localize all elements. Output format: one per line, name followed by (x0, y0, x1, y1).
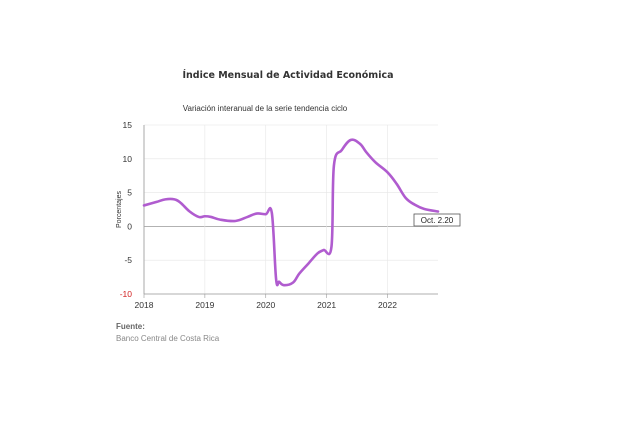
y-axis-label: Porcentajes (116, 191, 123, 228)
axis-layer (143, 125, 438, 298)
y-tick-label: 5 (127, 188, 132, 198)
tooltip: Oct. 2.20 (413, 213, 461, 227)
x-tick-label: 2021 (317, 300, 336, 310)
y-tick-label: -5 (124, 255, 132, 265)
source-text: Banco Central de Costa Rica (116, 334, 220, 343)
chart-subtitle: Variación interanual de la serie tendenc… (182, 104, 348, 113)
x-tick-label: 2022 (378, 300, 397, 310)
y-tick-label: 15 (123, 120, 133, 130)
chart-title: Índice Mensual de Actividad Económica (182, 70, 394, 81)
x-tick-label: 2018 (135, 300, 154, 310)
source-label: Fuente: (116, 322, 145, 331)
tooltip-label: Oct. 2.20 (421, 216, 454, 225)
series-line[interactable] (142, 138, 440, 287)
x-tick-label: 2020 (256, 300, 275, 310)
y-tick-label: -10 (120, 289, 133, 299)
x-tick-label: 2019 (195, 300, 214, 310)
series-layer (142, 138, 440, 287)
tooltip-box (413, 213, 461, 227)
y-tick-label: 10 (123, 154, 133, 164)
y-tick-label: 0 (127, 221, 132, 231)
